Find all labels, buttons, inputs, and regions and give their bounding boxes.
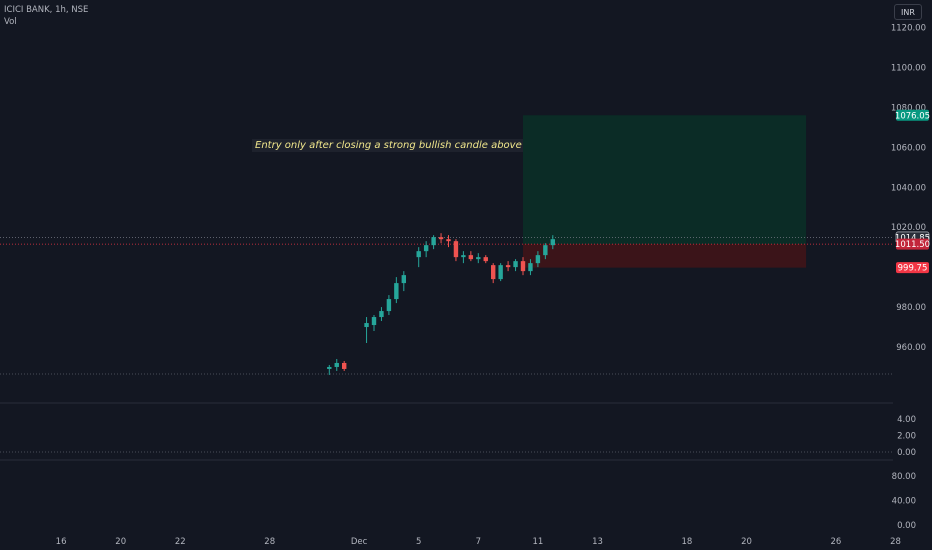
candle-body	[379, 311, 384, 318]
candle-body	[364, 323, 369, 328]
price-tick-label: 1080.00	[891, 103, 926, 113]
candle-body	[528, 263, 533, 272]
candle-body	[423, 245, 429, 252]
candle-body	[453, 241, 459, 258]
price-tag-label: 999.75	[898, 264, 928, 274]
time-tick-label: 13	[592, 537, 603, 547]
time-tick-label: 28	[264, 537, 275, 547]
indicator-tick-label: 0.00	[897, 448, 916, 458]
time-tick-label: 26	[830, 537, 841, 547]
time-tick-label: 11	[532, 537, 543, 547]
price-tag-target	[896, 109, 929, 121]
volume-label: Vol	[4, 17, 17, 27]
candle-body	[327, 366, 332, 369]
chart-annotation: Entry only after closing a strong bullis…	[252, 139, 554, 152]
price-tick-label: 960.00	[896, 343, 926, 353]
price-tick-label: 1060.00	[891, 143, 926, 153]
price-tag-entry	[896, 238, 929, 250]
indicator-tick-label: 4.00	[897, 415, 916, 425]
candle-body	[386, 299, 392, 312]
loss-zone	[523, 244, 807, 268]
candle-body	[498, 265, 503, 280]
candle-body	[431, 237, 436, 246]
volume-tick-label: 0.00	[897, 521, 916, 531]
price-tick-label: 1020.00	[891, 223, 926, 233]
volume-tick-label: 40.00	[892, 497, 916, 507]
candle-body	[334, 362, 339, 367]
symbol-header: ICICI BANK, 1h, NSE	[4, 5, 89, 15]
price-tag-label: 1076.05	[895, 111, 930, 121]
candle-body	[505, 265, 511, 268]
time-tick-label: 5	[416, 537, 421, 547]
time-tick-label: 28	[890, 537, 901, 547]
currency-button[interactable]: INR	[894, 4, 922, 20]
time-tick-label: Dec	[351, 537, 368, 547]
time-tick-label: 22	[175, 537, 186, 547]
candle-body	[476, 257, 481, 260]
candle-body	[491, 265, 496, 280]
indicator-tick-label: 2.00	[897, 432, 916, 442]
candle-body	[394, 283, 399, 300]
candle-body	[371, 317, 377, 326]
candle-body	[438, 237, 444, 240]
price-tag-label: 1014.85	[895, 233, 930, 243]
candle-body	[543, 245, 548, 256]
price-tick-label: 1040.00	[891, 183, 926, 193]
price-tag-stop	[896, 262, 929, 274]
candle-body	[483, 257, 488, 262]
price-tick-label: 1120.00	[891, 24, 926, 34]
candle-body	[468, 255, 474, 260]
candle-body	[416, 251, 421, 258]
candle-body	[446, 239, 451, 242]
time-tick-label: 16	[56, 537, 67, 547]
candle-body	[535, 255, 541, 264]
candle-body	[342, 362, 347, 369]
candle-body	[520, 261, 526, 272]
candle-body	[513, 261, 518, 268]
price-tag-label: 1011.50	[895, 240, 930, 250]
time-tick-label: 18	[681, 537, 692, 547]
time-tick-label: 20	[115, 537, 126, 547]
candle-body	[401, 275, 406, 284]
candle-body	[550, 239, 555, 246]
time-tick-label: 20	[741, 537, 752, 547]
time-tick-label: 7	[476, 537, 481, 547]
candle-body	[461, 255, 466, 258]
profit-zone	[523, 115, 807, 245]
price-tick-label: 1100.00	[891, 63, 926, 73]
price-tick-label: 980.00	[896, 303, 926, 313]
volume-tick-label: 80.00	[892, 472, 916, 482]
